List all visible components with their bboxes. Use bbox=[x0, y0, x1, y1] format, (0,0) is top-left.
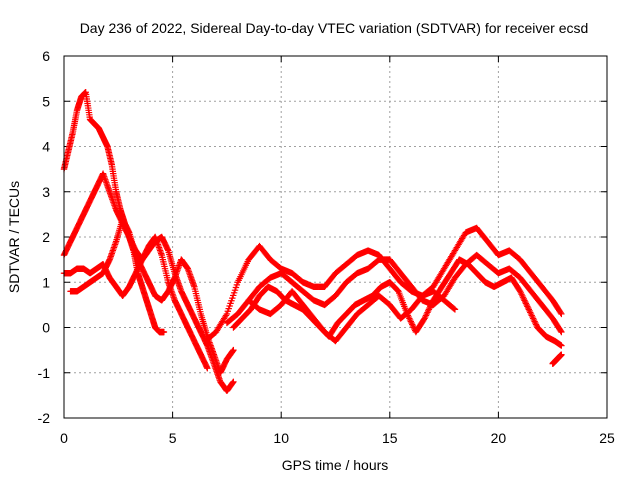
data-point bbox=[520, 295, 527, 303]
data-point bbox=[421, 315, 428, 322]
y-tick-label: 6 bbox=[42, 48, 50, 64]
data-point bbox=[407, 318, 414, 325]
data-point bbox=[230, 346, 237, 354]
x-tick-label: 0 bbox=[60, 430, 68, 446]
data-point bbox=[424, 309, 431, 316]
data-point bbox=[522, 300, 530, 307]
tick-labels: -2 -1 0 1 2 3 4 5 6 0 5 10 15 20 25 bbox=[38, 48, 615, 446]
series-arc-2 bbox=[60, 170, 211, 372]
data-point bbox=[409, 321, 416, 328]
data-point bbox=[230, 378, 237, 385]
data-point bbox=[222, 312, 230, 319]
data-point bbox=[557, 327, 564, 335]
data-point bbox=[521, 297, 528, 304]
data-point bbox=[393, 286, 401, 293]
data-point bbox=[531, 318, 538, 325]
data-point bbox=[532, 319, 539, 327]
data-point bbox=[204, 365, 211, 372]
data-point bbox=[527, 310, 535, 318]
data-point bbox=[521, 298, 529, 306]
data-marks bbox=[60, 89, 565, 395]
data-point bbox=[451, 306, 459, 313]
data-point bbox=[406, 316, 414, 324]
data-point bbox=[558, 328, 565, 336]
series-arc-5 bbox=[201, 224, 565, 345]
data-point bbox=[519, 292, 526, 300]
data-point bbox=[424, 307, 432, 315]
data-point bbox=[558, 351, 565, 358]
data-point bbox=[558, 342, 565, 349]
y-tick-label: 4 bbox=[42, 139, 50, 155]
data-point bbox=[519, 294, 527, 301]
series-arc-4 bbox=[67, 215, 237, 376]
data-point bbox=[525, 306, 533, 313]
x-tick-label: 5 bbox=[169, 430, 177, 446]
data-point bbox=[422, 313, 429, 321]
data-point bbox=[160, 328, 168, 336]
data-point bbox=[409, 322, 417, 330]
x-tick-label: 25 bbox=[599, 430, 615, 446]
data-point bbox=[517, 289, 525, 297]
data-point bbox=[529, 315, 537, 322]
y-tick-label: -2 bbox=[38, 410, 51, 426]
data-point bbox=[518, 291, 525, 298]
data-point bbox=[528, 312, 535, 319]
data-point bbox=[524, 304, 532, 312]
series-arc-9 bbox=[549, 351, 565, 367]
data-point bbox=[422, 312, 430, 319]
data-point bbox=[426, 304, 433, 312]
y-axis-label: SDTVAR / TECUs bbox=[6, 181, 22, 293]
data-point bbox=[406, 315, 413, 322]
x-tick-label: 20 bbox=[491, 430, 507, 446]
y-tick-label: 0 bbox=[42, 320, 50, 336]
y-tick-label: 3 bbox=[42, 184, 50, 200]
data-point bbox=[427, 301, 435, 309]
data-point bbox=[408, 319, 415, 327]
y-tick-label: 1 bbox=[42, 274, 50, 290]
series-arc-1 bbox=[60, 89, 168, 336]
series-arc-8 bbox=[245, 288, 459, 345]
data-point bbox=[532, 321, 540, 328]
y-tick-label: 5 bbox=[42, 93, 50, 109]
x-tick-label: 10 bbox=[273, 430, 289, 446]
chart-title: Day 236 of 2022, Sidereal Day-to-day VTE… bbox=[80, 20, 589, 36]
x-axis-label: GPS time / hours bbox=[282, 457, 389, 473]
series-arc-6 bbox=[223, 251, 565, 336]
x-tick-label: 15 bbox=[382, 430, 398, 446]
data-point bbox=[427, 303, 434, 310]
data-point bbox=[425, 306, 433, 313]
data-point bbox=[529, 313, 536, 321]
data-point bbox=[530, 316, 538, 324]
data-point bbox=[558, 310, 565, 318]
data-point bbox=[516, 288, 524, 295]
plot-frame bbox=[63, 55, 608, 419]
data-point bbox=[557, 309, 564, 316]
data-point bbox=[524, 303, 531, 310]
series-arc-3 bbox=[60, 233, 237, 395]
data-point bbox=[428, 300, 435, 307]
y-tick-label: -1 bbox=[38, 365, 51, 381]
data-point bbox=[527, 309, 534, 316]
data-point bbox=[423, 310, 430, 318]
grid bbox=[63, 55, 608, 419]
data-point bbox=[523, 301, 530, 309]
data-point bbox=[526, 307, 533, 315]
y-tick-label: 2 bbox=[42, 229, 50, 245]
data-point bbox=[450, 305, 458, 312]
